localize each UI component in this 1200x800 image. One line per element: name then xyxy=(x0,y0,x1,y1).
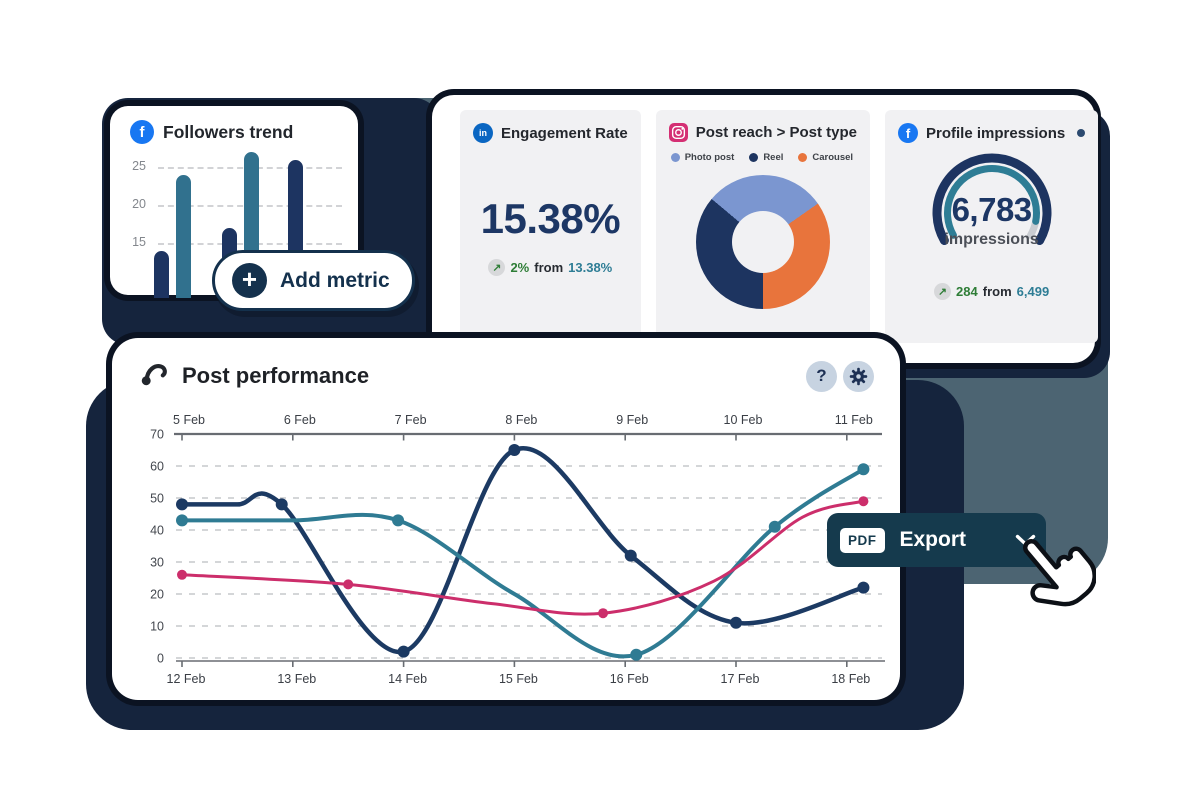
question-mark-icon: ? xyxy=(816,366,827,385)
svg-text:20: 20 xyxy=(150,588,164,602)
hand-cursor-icon xyxy=(1012,534,1097,623)
svg-text:11 Feb: 11 Feb xyxy=(835,413,873,427)
settings-button[interactable] xyxy=(843,360,874,392)
svg-text:50: 50 xyxy=(150,492,164,506)
delta-from-word: from xyxy=(534,260,564,275)
post-performance-chart: 70 60 50 40 30 20 10 0 5 Feb 6 Feb 7 Feb 8 Feb 9 Feb… xyxy=(150,413,885,686)
legend-label: Carousel xyxy=(812,152,854,163)
svg-text:60: 60 xyxy=(150,460,164,474)
svg-text:6 Feb: 6 Feb xyxy=(284,413,316,427)
delta-previous: 13.38% xyxy=(568,260,613,275)
impressions-gauge: 6,783 impressions xyxy=(909,149,1075,269)
svg-text:5 Feb: 5 Feb xyxy=(173,413,205,427)
instagram-icon xyxy=(668,123,688,142)
gear-icon xyxy=(849,367,868,385)
svg-text:0: 0 xyxy=(157,652,164,666)
legend-item: Photo post xyxy=(670,152,735,163)
svg-text:14 Feb: 14 Feb xyxy=(388,672,427,686)
post-performance-title: Post performance xyxy=(182,363,370,388)
post-reach-card: Post reach > Post type Photo post Reel Car… xyxy=(655,110,871,343)
impressions-value: 6,783 xyxy=(951,191,1033,228)
donut-legend: Photo post Reel Carousel xyxy=(670,152,857,163)
legend-dot xyxy=(798,153,808,162)
status-dot xyxy=(1077,129,1086,137)
svg-text:12 Feb: 12 Feb xyxy=(167,672,206,686)
svg-text:10 Feb: 10 Feb xyxy=(724,413,763,427)
trend-up-icon: ↗ xyxy=(488,259,506,276)
post-reach-card-title: Post reach > Post type xyxy=(695,124,858,141)
bar xyxy=(154,251,169,298)
svg-text:40: 40 xyxy=(150,524,164,538)
metrics-panel: in Engagement Rate 15.38% ↗ 2% from 13.3… xyxy=(432,95,1099,363)
svg-text:70: 70 xyxy=(150,428,164,442)
engagement-rate-card: in Engagement Rate 15.38% ↗ 2% from 13.3… xyxy=(460,110,641,343)
pdf-badge: PDF xyxy=(840,527,885,553)
delta-previous: 6,499 xyxy=(1016,284,1050,299)
legend-item: Carousel xyxy=(798,152,853,163)
legend-dot xyxy=(670,153,680,162)
post-performance-card: Post performance ? xyxy=(112,338,900,700)
plus-icon: + xyxy=(232,263,267,298)
performance-swoosh-icon xyxy=(140,360,169,392)
trend-up-icon: ↗ xyxy=(934,283,952,300)
svg-text:16 Feb: 16 Feb xyxy=(610,672,649,686)
help-button[interactable]: ? xyxy=(806,360,837,392)
engagement-delta: ↗ 2% from 13.38% xyxy=(473,259,628,276)
followers-card-title: Followers trend xyxy=(163,121,294,142)
facebook-icon: f xyxy=(898,123,919,143)
svg-text:10: 10 xyxy=(150,620,164,634)
impressions-card-title: Profile impressions xyxy=(926,124,1066,142)
add-metric-label: Add metric xyxy=(280,268,390,292)
svg-text:30: 30 xyxy=(150,556,164,570)
post-type-donut-chart xyxy=(695,175,830,309)
bar xyxy=(176,175,191,298)
profile-impressions-card: f Profile impressions 6,783 impressions … xyxy=(885,110,1099,343)
facebook-icon: f xyxy=(130,120,154,144)
add-metric-button[interactable]: + Add metric xyxy=(212,250,415,311)
impressions-unit: impressions xyxy=(944,231,1039,248)
donut-hole xyxy=(731,211,794,273)
export-label: Export xyxy=(899,528,967,551)
delta-change: 2% xyxy=(510,260,530,275)
gauge-arcs xyxy=(932,153,1052,245)
svg-text:18 Feb: 18 Feb xyxy=(831,672,870,686)
legend-dot xyxy=(749,153,759,162)
engagement-card-title: Engagement Rate xyxy=(501,124,628,142)
delta-change: 284 xyxy=(956,284,978,299)
delta-from-word: from xyxy=(982,284,1012,299)
svg-text:8 Feb: 8 Feb xyxy=(505,413,537,427)
linkedin-icon: in xyxy=(473,123,493,143)
legend-item: Reel xyxy=(749,152,783,163)
svg-text:7 Feb: 7 Feb xyxy=(395,413,427,427)
svg-text:17 Feb: 17 Feb xyxy=(721,672,760,686)
engagement-value: 15.38% xyxy=(480,195,621,242)
legend-label: Photo post xyxy=(684,152,735,163)
legend-label: Reel xyxy=(763,152,784,163)
impressions-delta: ↗ 284 from 6,499 xyxy=(898,283,1085,300)
svg-text:9 Feb: 9 Feb xyxy=(616,413,648,427)
svg-text:13 Feb: 13 Feb xyxy=(277,672,316,686)
export-button[interactable]: PDF Export xyxy=(827,513,1046,567)
svg-text:15 Feb: 15 Feb xyxy=(499,672,538,686)
